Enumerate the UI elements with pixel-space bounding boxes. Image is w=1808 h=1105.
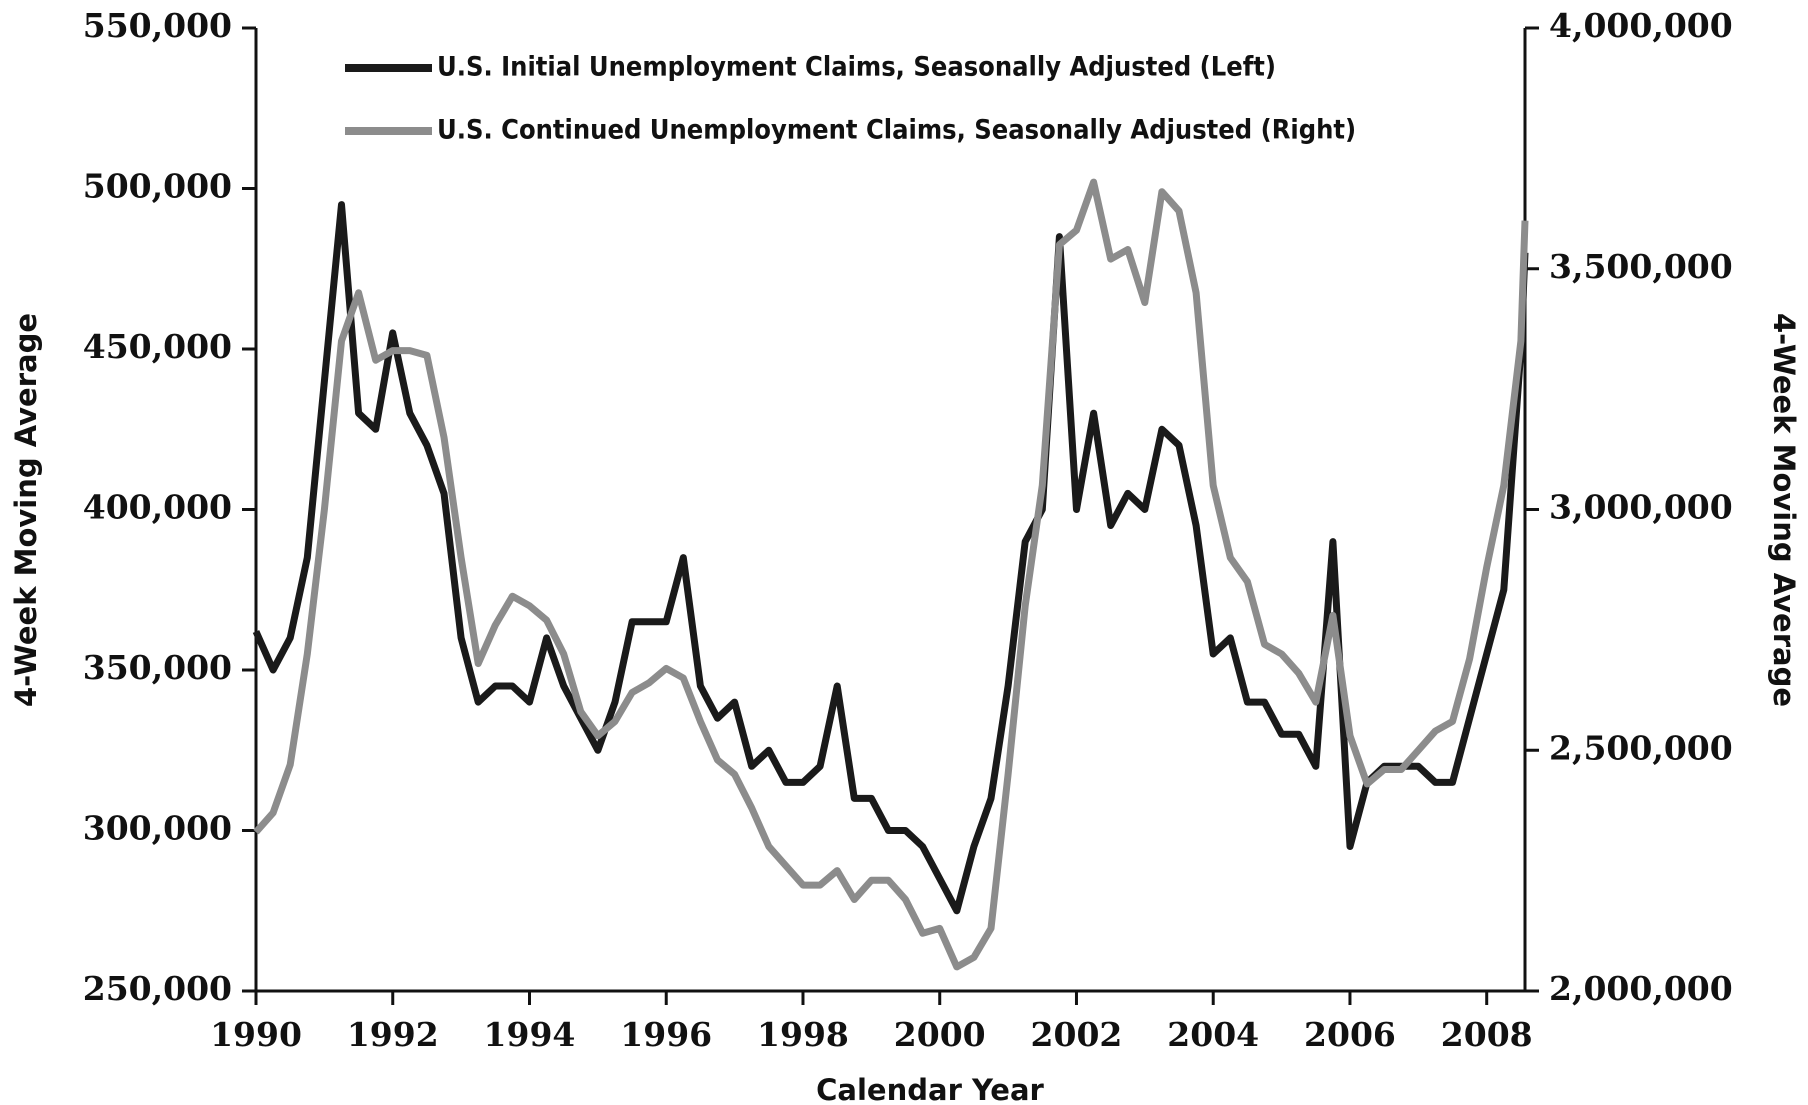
y-axis-label: 4-Week Moving Average bbox=[9, 313, 43, 707]
y2-tick-label: 2,000,000 bbox=[1549, 969, 1733, 1008]
x-tick-label: 2004 bbox=[1167, 1015, 1259, 1054]
y-tick-label: 500,000 bbox=[83, 167, 232, 206]
x-tick-label: 1996 bbox=[620, 1015, 712, 1054]
y-tick-label: 550,000 bbox=[83, 6, 232, 45]
data-line bbox=[253, 178, 1529, 971]
y-tick-label: 250,000 bbox=[83, 969, 232, 1008]
x-tick-label: 2000 bbox=[894, 1015, 986, 1054]
x-tick-label: 1994 bbox=[484, 1015, 576, 1054]
y-tick-label: 450,000 bbox=[83, 327, 232, 366]
y2-tick-label: 3,500,000 bbox=[1549, 247, 1733, 286]
x-tick-label: 2006 bbox=[1304, 1015, 1396, 1054]
y-tick-label: 400,000 bbox=[83, 488, 232, 527]
x-tick-label: 2008 bbox=[1441, 1015, 1533, 1054]
legend-label: U.S. Continued Unemployment Claims, Seas… bbox=[437, 115, 1356, 146]
x-tick-label: 1992 bbox=[347, 1015, 439, 1054]
x-tick-label: 2002 bbox=[1031, 1015, 1123, 1054]
y-tick-label: 300,000 bbox=[83, 809, 232, 848]
legend-label: U.S. Initial Unemployment Claims, Season… bbox=[437, 52, 1276, 83]
y2-tick-label: 4,000,000 bbox=[1549, 6, 1733, 45]
x-tick-label: 1998 bbox=[757, 1015, 849, 1054]
y2-tick-label: 3,000,000 bbox=[1549, 488, 1733, 527]
x-tick-label: 1990 bbox=[210, 1015, 302, 1054]
y-tick-label: 350,000 bbox=[83, 648, 232, 687]
y2-axis-label: 4-Week Moving Average bbox=[1767, 313, 1801, 707]
data-line bbox=[252, 201, 1529, 915]
x-axis-label: Calendar Year bbox=[816, 1073, 1044, 1105]
y2-tick-label: 2,500,000 bbox=[1549, 728, 1733, 767]
